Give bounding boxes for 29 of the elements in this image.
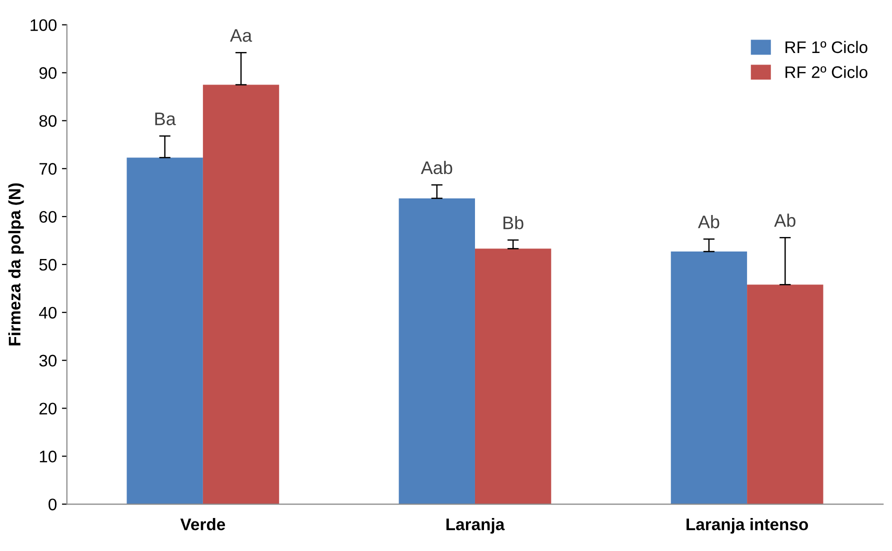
data-label: Ab xyxy=(774,214,796,227)
bar xyxy=(202,84,280,504)
data-label: Ba xyxy=(155,112,176,126)
y-tick-label: 70 xyxy=(39,163,57,175)
y-tick-label: 60 xyxy=(39,210,57,223)
y-tick-label: 10 xyxy=(40,450,57,462)
bar xyxy=(398,198,475,504)
data-label: Ab xyxy=(698,215,720,228)
bar xyxy=(474,248,552,504)
y-tick-label: 90 xyxy=(39,67,57,79)
y-tick-label: 40 xyxy=(39,306,57,319)
x-tick-label: Laranja intenso xyxy=(686,518,808,534)
y-tick-label: 50 xyxy=(39,258,57,271)
y-tick-label: 30 xyxy=(39,354,57,367)
legend-label: RF 2º Ciclo xyxy=(786,66,868,78)
y-tick-label: 100 xyxy=(30,19,57,31)
data-label: Aab xyxy=(420,160,452,174)
bar xyxy=(747,284,824,504)
legend-label: RF 1º Ciclo xyxy=(786,40,868,54)
bar xyxy=(670,252,748,504)
y-axis-title: Firmeza da polpa (N) xyxy=(8,183,24,346)
x-tick-label: Verde xyxy=(180,518,226,530)
y-tick-label: 0 xyxy=(48,498,57,510)
x-tick-label: Laranja xyxy=(446,518,505,534)
y-tick-label: 80 xyxy=(39,115,57,127)
data-label: Bb xyxy=(504,216,524,230)
y-tick-label: 20 xyxy=(39,402,57,414)
bar xyxy=(126,158,203,504)
data-label: Aa xyxy=(230,29,252,42)
